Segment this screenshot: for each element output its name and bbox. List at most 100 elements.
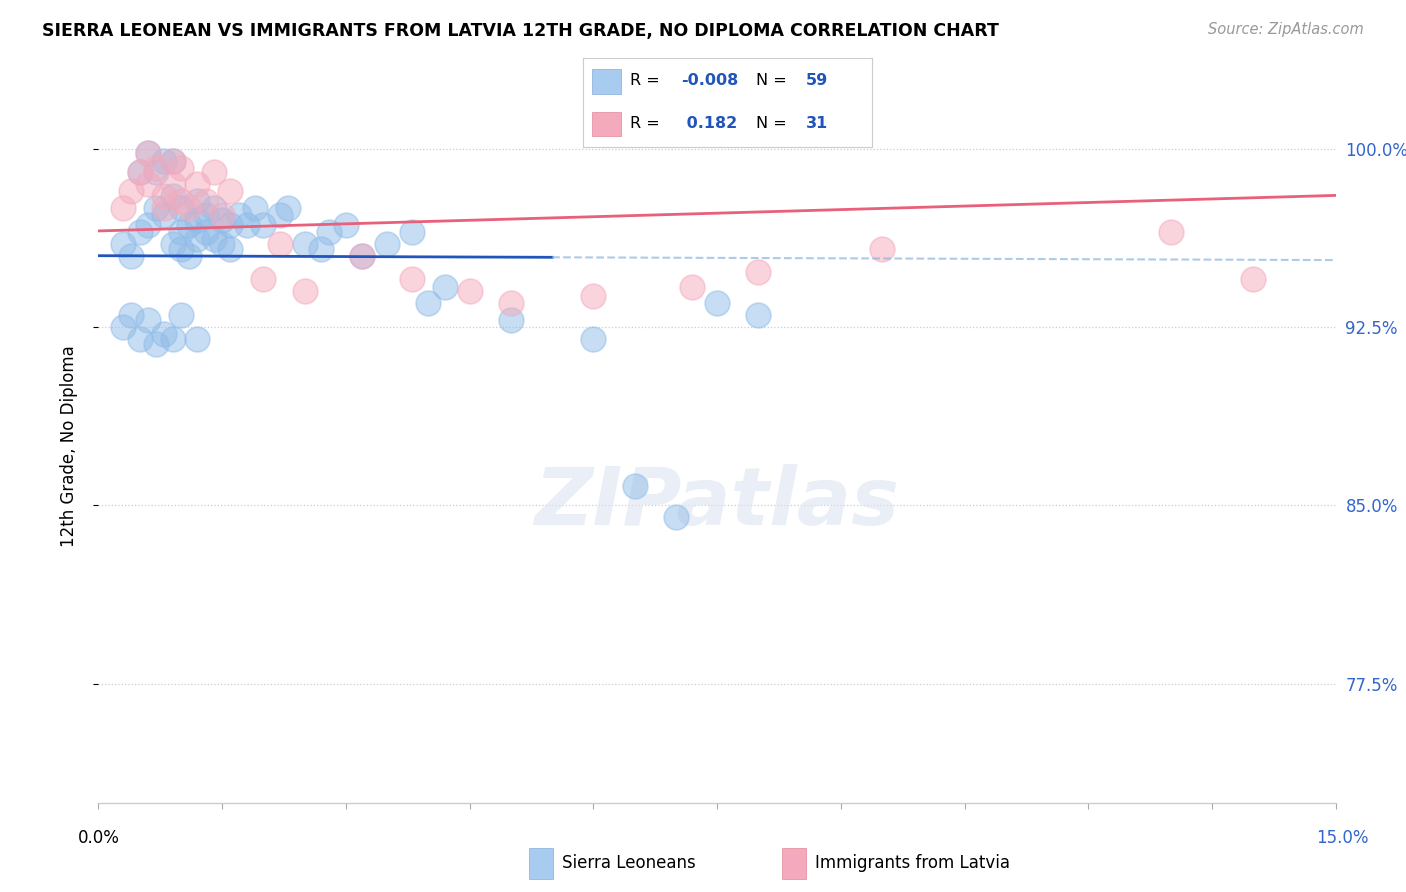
Point	[145, 201, 167, 215]
Text: ZIPatlas: ZIPatlas	[534, 464, 900, 542]
Point	[186, 213, 208, 227]
Point	[582, 289, 605, 303]
Bar	[592, 112, 621, 136]
Text: R =: R =	[630, 73, 665, 88]
Point	[236, 218, 259, 232]
Point	[252, 218, 274, 232]
Point	[375, 236, 398, 251]
Point	[136, 178, 159, 192]
Point	[418, 296, 440, 310]
Text: N =: N =	[756, 116, 793, 131]
Point	[136, 218, 159, 232]
Y-axis label: 12th Grade, No Diploma: 12th Grade, No Diploma	[59, 345, 77, 547]
Text: Sierra Leoneans: Sierra Leoneans	[562, 855, 696, 872]
Point	[145, 165, 167, 179]
Point	[499, 313, 522, 327]
Text: 0.0%: 0.0%	[77, 829, 120, 847]
Point	[309, 242, 332, 256]
Point	[136, 146, 159, 161]
Point	[294, 285, 316, 299]
Point	[269, 236, 291, 251]
Text: Immigrants from Latvia: Immigrants from Latvia	[815, 855, 1011, 872]
Point	[179, 201, 201, 215]
Point	[162, 153, 184, 168]
Point	[179, 218, 201, 232]
Point	[153, 189, 176, 203]
Text: Source: ZipAtlas.com: Source: ZipAtlas.com	[1208, 22, 1364, 37]
Point	[681, 279, 703, 293]
Point	[120, 249, 142, 263]
Point	[211, 236, 233, 251]
Point	[112, 320, 135, 334]
Point	[352, 249, 374, 263]
Point	[499, 296, 522, 310]
Text: R =: R =	[630, 116, 665, 131]
Point	[458, 285, 481, 299]
Point	[162, 236, 184, 251]
Point	[747, 308, 769, 322]
Point	[401, 272, 423, 286]
Point	[145, 161, 167, 175]
Point	[128, 165, 150, 179]
Point	[162, 189, 184, 203]
Point	[120, 308, 142, 322]
Text: 31: 31	[806, 116, 828, 131]
Point	[202, 165, 225, 179]
Point	[128, 165, 150, 179]
Point	[269, 208, 291, 222]
Point	[294, 236, 316, 251]
Point	[219, 242, 242, 256]
Point	[335, 218, 357, 232]
Point	[128, 332, 150, 346]
Point	[162, 332, 184, 346]
Point	[136, 146, 159, 161]
Point	[870, 242, 893, 256]
Point	[186, 232, 208, 246]
Point	[170, 225, 193, 239]
Bar	[592, 69, 621, 94]
Point	[706, 296, 728, 310]
Point	[112, 236, 135, 251]
Point	[318, 225, 340, 239]
Point	[162, 153, 184, 168]
Point	[401, 225, 423, 239]
Point	[170, 308, 193, 322]
Point	[179, 249, 201, 263]
Point	[243, 201, 266, 215]
Point	[1241, 272, 1264, 286]
Point	[194, 225, 217, 239]
Point	[433, 279, 456, 293]
Point	[747, 265, 769, 279]
Point	[170, 201, 193, 215]
Point	[186, 332, 208, 346]
Point	[186, 194, 208, 208]
Point	[136, 313, 159, 327]
Point	[202, 232, 225, 246]
Point	[170, 194, 193, 208]
Point	[145, 336, 167, 351]
Point	[228, 208, 250, 222]
Point	[352, 249, 374, 263]
Point	[162, 178, 184, 192]
Point	[1160, 225, 1182, 239]
Text: 15.0%: 15.0%	[1316, 829, 1369, 847]
Point	[153, 153, 176, 168]
Point	[211, 208, 233, 222]
Point	[153, 327, 176, 342]
Point	[252, 272, 274, 286]
Text: 59: 59	[806, 73, 828, 88]
Text: -0.008: -0.008	[682, 73, 738, 88]
Point	[202, 201, 225, 215]
Point	[219, 185, 242, 199]
Point	[120, 185, 142, 199]
Point	[194, 208, 217, 222]
Point	[170, 161, 193, 175]
Point	[211, 213, 233, 227]
Text: 0.182: 0.182	[682, 116, 738, 131]
Text: SIERRA LEONEAN VS IMMIGRANTS FROM LATVIA 12TH GRADE, NO DIPLOMA CORRELATION CHAR: SIERRA LEONEAN VS IMMIGRANTS FROM LATVIA…	[42, 22, 1000, 40]
Point	[582, 332, 605, 346]
Point	[219, 218, 242, 232]
Point	[665, 510, 688, 524]
Point	[112, 201, 135, 215]
Point	[128, 225, 150, 239]
